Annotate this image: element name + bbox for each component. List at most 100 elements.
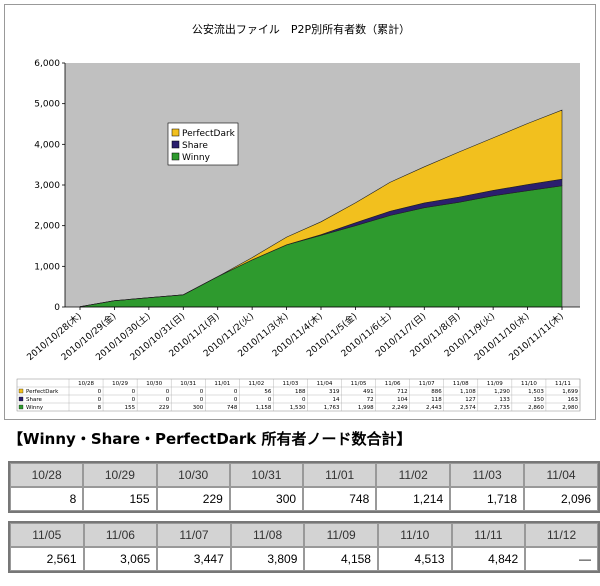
y-axis: 0 1,000 2,000 3,000 4,000 5,000 6,000	[34, 59, 66, 313]
data-table-cell: 2,980	[562, 405, 578, 411]
summary-date-cell: 10/29	[83, 463, 157, 487]
data-table-cell: 8	[98, 405, 102, 411]
summary-value-cell: —	[525, 547, 598, 571]
data-table-cell: 104	[397, 397, 408, 403]
data-table-header: 11/02	[248, 381, 264, 387]
summary-date-cell: 11/08	[230, 523, 305, 547]
data-table: 10/28 10/29 10/30 10/31 11/01 11/02 11/03 11/04…	[16, 378, 581, 412]
data-table-cell: 56	[264, 389, 271, 395]
summary-value-cell: 3,447	[157, 547, 231, 571]
data-table-cell: 2,249	[392, 405, 408, 411]
y-tick-label: 5,000	[34, 100, 60, 110]
y-tick-label: 0	[54, 303, 60, 313]
data-table-cell: 0	[166, 397, 170, 403]
data-table-header: 11/06	[385, 381, 401, 387]
data-table-cell: 491	[363, 389, 374, 395]
summary-value-cell: 3,809	[230, 547, 305, 571]
summary-value-cell: 2,561	[10, 547, 84, 571]
summary-table-2: 11/05 11/06 11/07 11/08 11/09 11/10 11/11 11/12…	[8, 521, 600, 573]
data-table-header: 10/31	[180, 381, 196, 387]
data-table-cell: 127	[465, 397, 476, 403]
summary-value-cell: 4,158	[304, 547, 378, 571]
data-table-cell: 2,860	[528, 405, 544, 411]
summary-value-cell: 2,096	[524, 487, 598, 511]
data-table-cell: 1,530	[290, 405, 306, 411]
area-perfectdark	[79, 109, 563, 307]
data-table-row-label: Share	[26, 397, 42, 403]
summary-date-cell: 11/11	[451, 523, 526, 547]
data-table-cell: 0	[98, 397, 102, 403]
summary-date-cell: 10/30	[156, 463, 230, 487]
legend-box	[167, 122, 239, 166]
data-table-cell: 712	[397, 389, 408, 395]
summary-value-cell: 8	[10, 487, 84, 511]
data-table-cell: 188	[295, 389, 306, 395]
data-table-cell: 229	[159, 405, 170, 411]
data-table-cell: 1,290	[494, 389, 510, 395]
data-table-cell: 0	[132, 397, 136, 403]
summary-date-cell: 11/02	[376, 463, 451, 487]
summary-value-cell: 3,065	[83, 547, 158, 571]
data-table-cell: 0	[132, 389, 136, 395]
data-table-cell: 72	[367, 397, 374, 403]
legend-label-winny: Winny	[182, 153, 211, 163]
summary-value-cell: 4,842	[451, 547, 526, 571]
summary-value-cell: 155	[83, 487, 157, 511]
data-table-header: 11/04	[317, 381, 333, 387]
data-table-cell: 1,699	[562, 389, 578, 395]
y-tick-label: 6,000	[34, 59, 60, 69]
summary-date-cell: 11/06	[83, 523, 158, 547]
data-table-swatch	[18, 388, 24, 394]
data-table-cell: 2,574	[460, 405, 476, 411]
data-table-row-label: PerfectDark	[26, 389, 59, 395]
summary-value-cell: 300	[229, 487, 304, 511]
legend-label-share: Share	[182, 141, 208, 151]
summary-date-cell: 10/28	[10, 463, 84, 487]
data-table-cell: 163	[568, 397, 579, 403]
summary-date-cell: 11/07	[157, 523, 231, 547]
legend-swatch-share	[171, 140, 180, 149]
data-table-cell: 1,503	[528, 389, 544, 395]
data-table-cell: 0	[302, 397, 306, 403]
data-table-header: 11/01	[214, 381, 230, 387]
legend: PerfectDark Share Winny	[167, 122, 239, 166]
data-table-header: 10/30	[146, 381, 162, 387]
data-table-cell: 0	[200, 389, 204, 395]
data-table-cell: 1,763	[324, 405, 340, 411]
data-table-header: 10/28	[78, 381, 94, 387]
summary-value-cell: 1,214	[376, 487, 451, 511]
data-table-cell: 133	[499, 397, 510, 403]
legend-swatch-perfectdark	[171, 128, 180, 137]
data-table-cell: 2,735	[494, 405, 510, 411]
summary-date-cell: 10/31	[229, 463, 304, 487]
data-table-cell: 1,998	[358, 405, 374, 411]
chart-frame: 公安流出ファイル P2P別所有者数（累計） 0 1,000 2,000 3,000 4,…	[4, 4, 596, 420]
data-table-header: 10/29	[112, 381, 128, 387]
summary-table-1: 10/28 10/29 10/30 10/31 11/01 11/02 11/03 11/04…	[8, 461, 600, 513]
data-table-cell: 319	[329, 389, 340, 395]
data-table-cell: 0	[200, 397, 204, 403]
summary-date-cell: 11/03	[450, 463, 525, 487]
legend-swatch-winny	[171, 152, 180, 161]
summary-date-cell: 11/10	[377, 523, 452, 547]
data-table-cell: 0	[234, 389, 238, 395]
summary-value-cell: 229	[156, 487, 230, 511]
data-table-cell: 150	[533, 397, 544, 403]
data-table-swatch	[18, 404, 24, 410]
data-table-swatch	[18, 396, 24, 402]
y-tick-label: 2,000	[34, 222, 60, 232]
data-table-header: 11/05	[351, 381, 367, 387]
summary-value-cell: 748	[303, 487, 377, 511]
data-table-cell: 14	[333, 397, 340, 403]
data-table-header: 11/09	[487, 381, 503, 387]
summary-value-cell: 4,513	[377, 547, 452, 571]
x-tick-label: 2010/11/11(木)	[506, 310, 566, 363]
summary-date-cell: 11/12	[525, 523, 598, 547]
legend-label-perfectdark: PerfectDark	[182, 129, 236, 139]
data-table-cell: 118	[431, 397, 442, 403]
data-table-cell: 2,443	[426, 405, 442, 411]
summary-date-cell: 11/01	[303, 463, 377, 487]
summary-date-cell: 11/04	[524, 463, 598, 487]
data-table-cell: 155	[125, 405, 136, 411]
data-table-cell: 1,158	[256, 405, 272, 411]
